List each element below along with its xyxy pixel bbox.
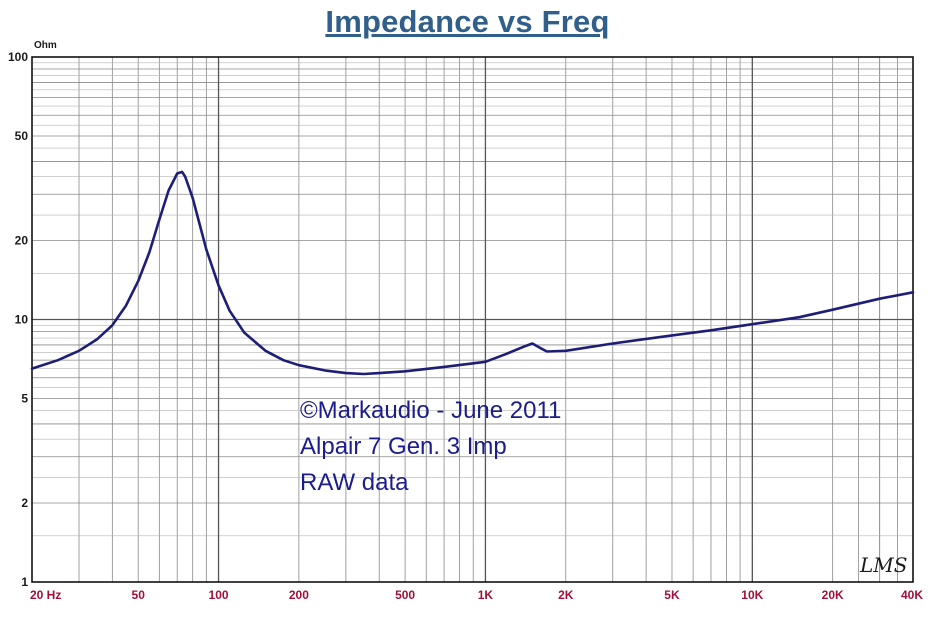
annotation-line: RAW data bbox=[300, 469, 409, 496]
annotation-block: ©Markaudio - June 2011 Alpair 7 Gen. 3 Im… bbox=[300, 397, 561, 496]
y-tick-label: 5 bbox=[21, 392, 28, 406]
y-tick-label: 20 bbox=[15, 233, 29, 247]
y-tick-label: 50 bbox=[15, 129, 29, 143]
y-tick-label: 100 bbox=[8, 50, 28, 64]
signature-logo: LMS bbox=[859, 553, 907, 577]
major-grid bbox=[32, 57, 913, 582]
x-tick-label: 1K bbox=[478, 588, 494, 602]
annotation-line: Alpair 7 Gen. 3 Imp bbox=[300, 433, 507, 460]
x-tick-label: 20 Hz bbox=[30, 588, 61, 602]
plot-frame bbox=[31, 56, 914, 583]
impedance-curve bbox=[30, 170, 915, 376]
y-axis-unit: Ohm bbox=[34, 40, 57, 51]
x-tick-label: 10K bbox=[741, 588, 763, 602]
x-tick-label: 20K bbox=[822, 588, 844, 602]
y-tick-label: 1 bbox=[21, 575, 28, 589]
y-tick-label: 2 bbox=[21, 496, 28, 510]
x-tick-label: 200 bbox=[289, 588, 309, 602]
series-layer bbox=[30, 170, 915, 376]
chart-title: Impedance vs Freq bbox=[325, 4, 610, 39]
x-axis-tick-labels: 20 Hz 50 100 200 500 1K 2K 5K 10K 20K 40K bbox=[30, 588, 923, 602]
x-tick-label: 5K bbox=[664, 588, 680, 602]
x-tick-label: 100 bbox=[209, 588, 229, 602]
x-tick-label: 50 bbox=[132, 588, 146, 602]
x-tick-label: 500 bbox=[395, 588, 415, 602]
y-axis-tick-labels: 100 50 20 10 5 2 1 bbox=[8, 50, 28, 589]
y-tick-label: 10 bbox=[15, 313, 29, 327]
x-tick-label: 2K bbox=[558, 588, 574, 602]
annotation-line: ©Markaudio - June 2011 bbox=[300, 397, 561, 424]
x-tick-label: 40K bbox=[901, 588, 923, 602]
